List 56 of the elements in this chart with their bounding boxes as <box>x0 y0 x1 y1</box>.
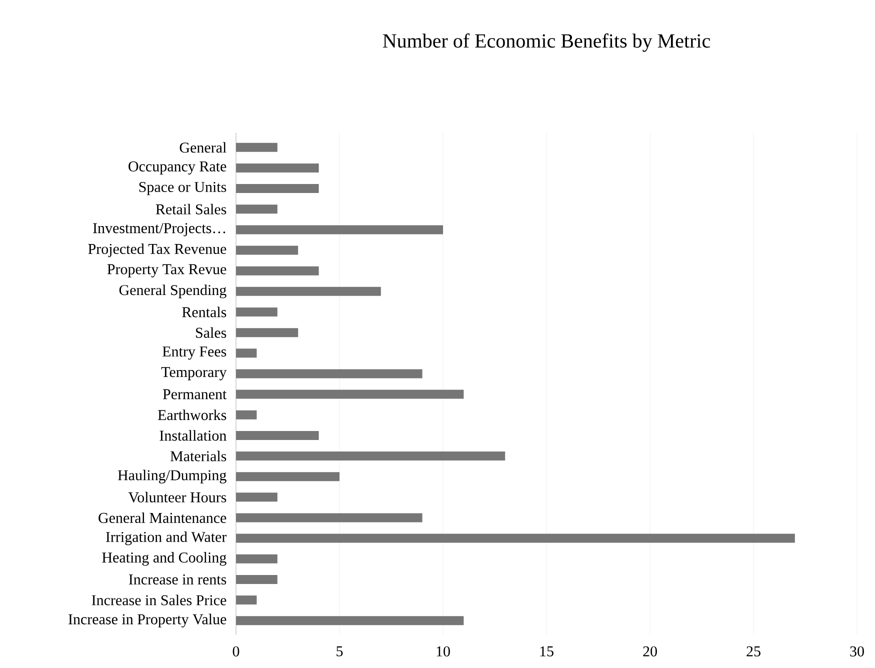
y-tick-label: Earthworks <box>158 410 226 420</box>
bar <box>236 328 298 338</box>
y-tick-label: Permanent <box>162 389 227 400</box>
y-tick-label: Space or Units <box>139 182 226 196</box>
bar <box>236 452 506 461</box>
bar <box>236 266 319 276</box>
y-tick-label: Increase in rents <box>128 574 226 584</box>
bar <box>236 204 278 214</box>
y-tick-label: Temporary <box>161 367 227 380</box>
bar <box>236 492 278 502</box>
y-tick-label: Increase in Property Value <box>68 614 226 628</box>
y-tick-label: General Maintenance <box>98 512 226 524</box>
bar <box>236 286 381 296</box>
y-tick-label: Projected Tax Revenue <box>88 243 226 258</box>
y-tick-label: Sales <box>196 327 226 338</box>
bar <box>236 348 257 358</box>
bar <box>236 142 278 152</box>
x-tick-label: 15 <box>540 646 554 656</box>
y-tick-label: Investment/Projects… <box>93 223 226 236</box>
bar <box>236 554 278 564</box>
y-tick-label: Occupancy Rate <box>128 161 226 175</box>
y-tick-label: Entry Fees <box>162 346 226 360</box>
bar <box>236 616 464 626</box>
y-tick-label: General <box>180 142 226 153</box>
bar <box>236 574 278 584</box>
bar <box>236 246 298 255</box>
bar <box>236 225 444 234</box>
x-tick-label: 5 <box>336 646 343 656</box>
x-tick-label: 30 <box>850 646 864 656</box>
x-tick-label: 0 <box>232 646 240 656</box>
y-tick-label: Increase in Sales Price <box>92 594 226 606</box>
y-tick-label: Irrigation and Water <box>106 531 227 546</box>
bar <box>236 184 319 194</box>
y-tick-label: Property Tax Revue <box>107 264 226 278</box>
bar <box>236 472 340 482</box>
y-tick-label: Heating and Cooling <box>102 552 226 566</box>
bar <box>236 596 257 605</box>
y-tick-label: Rentals <box>182 306 226 318</box>
y-tick-label: Volunteer Hours <box>128 492 226 502</box>
y-tick-label: Installation <box>160 430 226 441</box>
chart-title: Number of Economic Benefits by Metric <box>382 33 710 52</box>
x-tick-label: 20 <box>643 646 657 656</box>
y-tick-label: Materials <box>170 450 226 462</box>
bar <box>236 307 278 316</box>
x-tick-label: 10 <box>436 646 450 656</box>
bar <box>236 513 422 522</box>
y-tick-label: General Spending <box>119 284 226 298</box>
bar <box>236 410 257 420</box>
y-tick-label: Hauling/Dumping <box>118 470 226 484</box>
y-tick-label: Retail Sales <box>156 204 226 214</box>
bar <box>236 369 422 378</box>
bar <box>236 430 319 440</box>
bar <box>236 163 319 172</box>
bar <box>236 390 464 399</box>
bar <box>236 534 795 543</box>
x-tick-label: 25 <box>746 646 760 656</box>
